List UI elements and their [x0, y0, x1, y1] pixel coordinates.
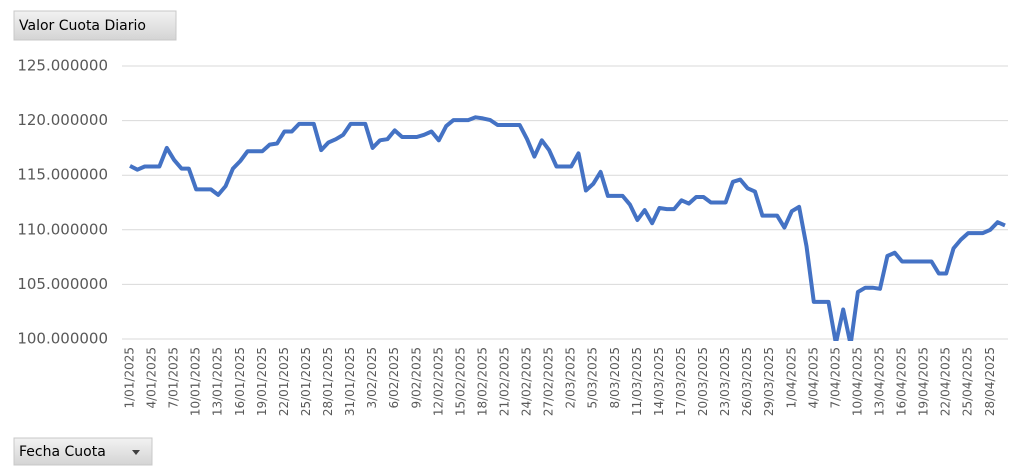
x-tick-label: 5/03/2025 — [586, 347, 600, 409]
button-face — [13, 10, 177, 41]
line-series — [129, 115, 1006, 341]
x-tick-label: 14/03/2025 — [652, 347, 666, 416]
x-tick-label: 17/03/2025 — [674, 347, 688, 416]
x-tick-label: 4/01/2025 — [145, 347, 159, 409]
x-tick-label: 9/02/2025 — [409, 347, 423, 409]
x-tick-label: 25/04/2025 — [961, 347, 975, 416]
x-tick-label: 15/02/2025 — [453, 347, 467, 416]
y-tick-label: 120.000000 — [17, 111, 108, 129]
x-tick-label: 13/01/2025 — [211, 347, 225, 416]
x-tick-label: 10/04/2025 — [850, 347, 864, 416]
x-tick-label: 16/01/2025 — [233, 347, 247, 416]
x-tick-label: 19/04/2025 — [917, 347, 931, 416]
value-field-button[interactable]: Valor Cuota Diario — [13, 10, 177, 41]
x-tick-label: 22/04/2025 — [939, 347, 953, 416]
grid — [122, 65, 1008, 340]
y-tick-label: 115.000000 — [17, 166, 108, 184]
x-tick-label: 1/01/2025 — [123, 347, 137, 409]
x-tick-label: 11/03/2025 — [630, 347, 644, 416]
x-tick-label: 22/01/2025 — [277, 347, 291, 416]
x-tick-label: 19/01/2025 — [255, 347, 269, 416]
x-tick-label: 23/03/2025 — [718, 347, 732, 416]
dropdown-arrow — [132, 450, 140, 455]
x-tick-label: 7/04/2025 — [828, 347, 842, 409]
y-tick-label: 125.000000 — [17, 57, 108, 75]
x-tick-label: 16/04/2025 — [895, 347, 909, 416]
x-tick-label: 18/02/2025 — [475, 347, 489, 416]
x-tick-label: 26/03/2025 — [740, 347, 754, 416]
button-face — [13, 437, 153, 466]
x-tick-label: 6/02/2025 — [387, 347, 401, 409]
x-tick-label: 28/01/2025 — [321, 347, 335, 416]
x-tick-label: 7/01/2025 — [167, 347, 181, 409]
x-tick-label: 29/03/2025 — [762, 347, 776, 416]
x-tick-label: 20/03/2025 — [696, 347, 710, 416]
y-tick-label: 105.000000 — [17, 275, 108, 293]
x-tick-label: 28/04/2025 — [983, 347, 997, 416]
y-tick-label: 100.000000 — [17, 330, 108, 348]
x-tick-label: 12/02/2025 — [431, 347, 445, 416]
x-tick-label: 31/01/2025 — [343, 347, 357, 416]
x-tick-label: 13/04/2025 — [873, 347, 887, 416]
x-tick-label: 1/04/2025 — [784, 347, 798, 409]
value-field-label: Valor Cuota Diario — [19, 18, 146, 34]
x-tick-label: 21/02/2025 — [498, 347, 512, 416]
y-tick-label: 110.000000 — [17, 220, 108, 238]
x-tick-label: 4/04/2025 — [806, 347, 820, 409]
x-tick-label: 27/02/2025 — [542, 347, 556, 416]
x-tick-label: 25/01/2025 — [299, 347, 313, 416]
x-tick-label: 8/03/2025 — [608, 347, 622, 409]
axis-field-label: Fecha Cuota — [19, 444, 106, 460]
x-tick-label: 10/01/2025 — [189, 347, 203, 416]
x-tick-label: 3/02/2025 — [365, 347, 379, 409]
x-tick-label: 2/03/2025 — [564, 347, 578, 409]
x-tick-label: 24/02/2025 — [520, 347, 534, 416]
plot-area — [129, 115, 1006, 341]
axis-field-button[interactable]: Fecha Cuota — [13, 437, 153, 466]
